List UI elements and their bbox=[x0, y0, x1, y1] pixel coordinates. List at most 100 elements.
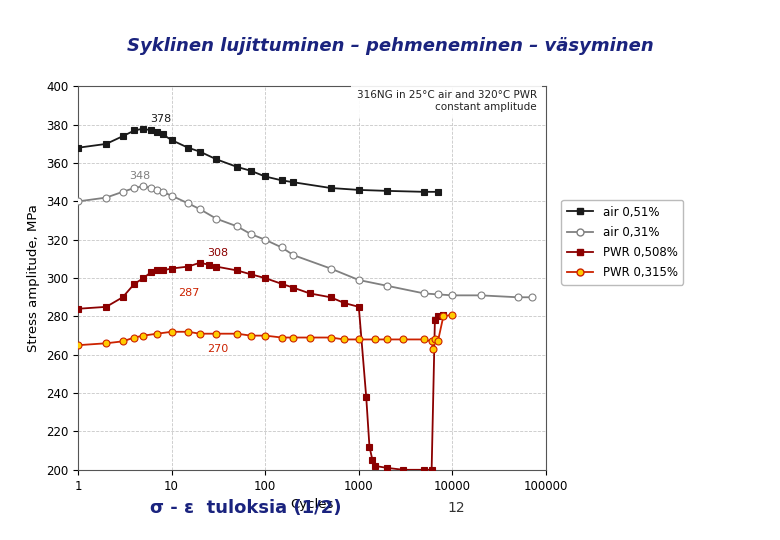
PWR 0,508% bbox=[339, 300, 349, 306]
air 0,51% bbox=[433, 188, 442, 195]
air 0,31% bbox=[513, 294, 523, 300]
PWR 0,315% bbox=[370, 336, 380, 343]
air 0,51% bbox=[158, 131, 167, 138]
PWR 0,508% bbox=[427, 467, 436, 473]
air 0,51% bbox=[261, 173, 270, 180]
PWR 0,508% bbox=[326, 294, 335, 300]
air 0,31% bbox=[139, 183, 148, 190]
air 0,31% bbox=[420, 290, 429, 296]
PWR 0,508% bbox=[232, 267, 242, 274]
air 0,51% bbox=[139, 125, 148, 132]
air 0,51% bbox=[73, 145, 83, 151]
PWR 0,315% bbox=[399, 336, 408, 343]
Text: Syklinen lujittuminen – pehmeneminen – väsyminen: Syklinen lujittuminen – pehmeneminen – v… bbox=[126, 37, 654, 55]
Text: 287: 287 bbox=[179, 288, 200, 298]
PWR 0,315% bbox=[246, 333, 255, 339]
PWR 0,508% bbox=[289, 285, 298, 291]
PWR 0,508% bbox=[146, 269, 155, 275]
PWR 0,315% bbox=[448, 311, 457, 318]
PWR 0,508% bbox=[420, 467, 429, 473]
air 0,51% bbox=[167, 137, 176, 143]
PWR 0,315% bbox=[354, 336, 363, 343]
PWR 0,315% bbox=[289, 334, 298, 341]
air 0,51% bbox=[382, 187, 392, 194]
Line: air 0,51%: air 0,51% bbox=[75, 126, 441, 194]
air 0,51% bbox=[146, 127, 155, 134]
Line: air 0,31%: air 0,31% bbox=[75, 183, 535, 301]
PWR 0,315% bbox=[305, 334, 314, 341]
air 0,31% bbox=[129, 185, 139, 191]
air 0,31% bbox=[277, 244, 286, 251]
air 0,31% bbox=[326, 265, 335, 272]
PWR 0,508% bbox=[73, 306, 83, 312]
PWR 0,315% bbox=[139, 333, 148, 339]
air 0,31% bbox=[246, 231, 255, 237]
PWR 0,315% bbox=[195, 330, 204, 337]
air 0,31% bbox=[211, 215, 221, 222]
PWR 0,508% bbox=[183, 264, 193, 270]
PWR 0,315% bbox=[431, 336, 440, 343]
air 0,31% bbox=[382, 282, 392, 289]
PWR 0,508% bbox=[365, 443, 374, 450]
PWR 0,315% bbox=[427, 338, 436, 345]
PWR 0,508% bbox=[246, 271, 255, 278]
air 0,31% bbox=[73, 198, 83, 205]
air 0,51% bbox=[354, 187, 363, 193]
PWR 0,508% bbox=[211, 264, 221, 270]
air 0,31% bbox=[118, 188, 127, 195]
PWR 0,508% bbox=[139, 275, 148, 281]
air 0,51% bbox=[232, 164, 242, 170]
PWR 0,315% bbox=[167, 328, 176, 335]
PWR 0,508% bbox=[129, 281, 139, 287]
PWR 0,508% bbox=[368, 457, 378, 463]
PWR 0,508% bbox=[382, 464, 392, 471]
PWR 0,508% bbox=[433, 313, 442, 320]
PWR 0,508% bbox=[195, 260, 204, 266]
PWR 0,508% bbox=[438, 311, 448, 318]
air 0,31% bbox=[526, 294, 536, 300]
PWR 0,508% bbox=[101, 303, 111, 310]
Text: 316NG in 25°C air and 320°C PWR
constant amplitude: 316NG in 25°C air and 320°C PWR constant… bbox=[356, 90, 537, 112]
air 0,31% bbox=[195, 206, 204, 212]
air 0,31% bbox=[158, 188, 167, 195]
Text: 12: 12 bbox=[448, 502, 465, 515]
air 0,51% bbox=[277, 177, 286, 184]
PWR 0,315% bbox=[211, 330, 221, 337]
PWR 0,508% bbox=[305, 290, 314, 296]
air 0,31% bbox=[167, 192, 176, 199]
air 0,31% bbox=[289, 252, 298, 258]
PWR 0,508% bbox=[354, 303, 363, 310]
PWR 0,508% bbox=[362, 394, 371, 400]
Line: PWR 0,315%: PWR 0,315% bbox=[75, 311, 456, 353]
air 0,31% bbox=[261, 237, 270, 243]
PWR 0,315% bbox=[438, 313, 448, 320]
air 0,31% bbox=[433, 291, 442, 298]
air 0,31% bbox=[101, 194, 111, 201]
air 0,51% bbox=[326, 185, 335, 191]
PWR 0,508% bbox=[167, 265, 176, 272]
Legend: air 0,51%, air 0,31%, PWR 0,508%, PWR 0,315%: air 0,51%, air 0,31%, PWR 0,508%, PWR 0,… bbox=[562, 200, 683, 285]
air 0,31% bbox=[354, 277, 363, 284]
PWR 0,315% bbox=[118, 338, 127, 345]
Text: σ - ε  tuloksia (1/2): σ - ε tuloksia (1/2) bbox=[150, 500, 342, 517]
PWR 0,508% bbox=[370, 463, 380, 469]
PWR 0,315% bbox=[73, 342, 83, 348]
air 0,51% bbox=[195, 148, 204, 155]
air 0,51% bbox=[420, 188, 429, 195]
PWR 0,508% bbox=[158, 267, 167, 274]
Text: 308: 308 bbox=[207, 248, 228, 258]
PWR 0,508% bbox=[431, 317, 440, 323]
air 0,51% bbox=[101, 141, 111, 147]
PWR 0,315% bbox=[261, 333, 270, 339]
air 0,31% bbox=[448, 292, 457, 299]
PWR 0,315% bbox=[326, 334, 335, 341]
air 0,31% bbox=[183, 200, 193, 207]
PWR 0,508% bbox=[152, 267, 161, 274]
air 0,51% bbox=[211, 156, 221, 163]
X-axis label: Cycles: Cycles bbox=[290, 498, 334, 511]
PWR 0,508% bbox=[204, 261, 214, 268]
PWR 0,315% bbox=[232, 330, 242, 337]
Text: VTT: VTT bbox=[682, 499, 725, 518]
Line: PWR 0,508%: PWR 0,508% bbox=[75, 260, 446, 472]
PWR 0,315% bbox=[183, 328, 193, 335]
